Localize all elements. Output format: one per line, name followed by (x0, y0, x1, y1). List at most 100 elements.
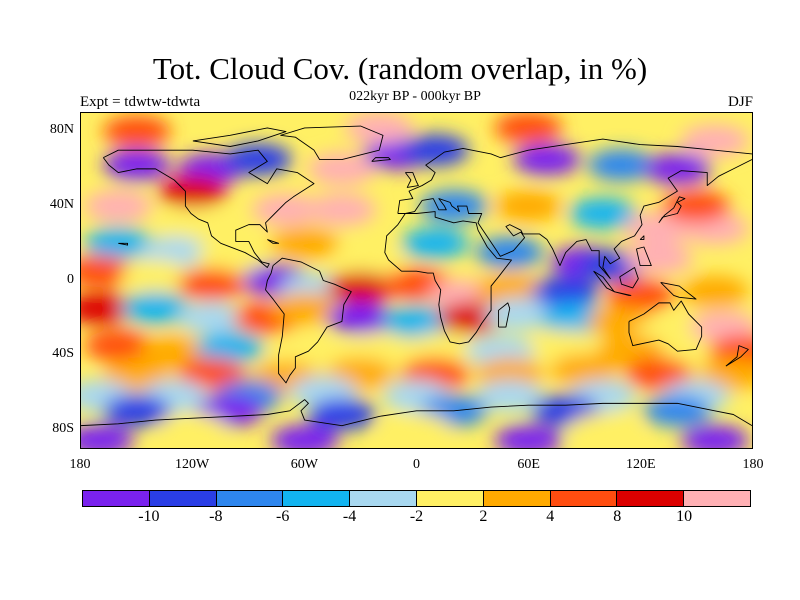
field-region (382, 413, 451, 446)
lon-tick-label: 180 (742, 457, 764, 472)
coastline (102, 149, 315, 268)
field-region (662, 190, 730, 222)
coastline (404, 172, 419, 188)
lat-tick-label: 40S (52, 346, 74, 362)
coastline (636, 246, 652, 267)
field-region (196, 242, 265, 275)
field-region (84, 227, 153, 260)
coastline (81, 399, 752, 427)
field-region (81, 255, 134, 288)
coastline (614, 291, 632, 296)
field-region (624, 357, 693, 390)
world-map (80, 112, 753, 449)
coastline (265, 257, 352, 384)
field-region (513, 143, 581, 176)
field-region (410, 331, 479, 364)
coastlines (81, 125, 752, 427)
field-region (308, 152, 376, 185)
field-region (550, 353, 619, 386)
field-region (103, 149, 171, 182)
field-region (177, 301, 246, 334)
field-region (401, 227, 470, 260)
field-region (158, 413, 227, 446)
field-region (624, 242, 693, 275)
cloud-field (81, 113, 752, 448)
chart-subtitle: 022kyr BP - 000kyr BP (349, 89, 481, 104)
lat-tick-label: 40N (49, 196, 74, 212)
lat-tick-label: 80S (52, 421, 74, 437)
field-region (308, 193, 376, 226)
field-region (624, 212, 693, 245)
coastline (280, 125, 384, 160)
field-region (177, 268, 246, 301)
coastline (593, 270, 615, 293)
field-region (475, 273, 544, 306)
colorbar-label: 4 (546, 508, 555, 525)
colorbar-label: -6 (276, 508, 290, 525)
field-region (84, 190, 153, 222)
lon-tick-label: 0 (413, 457, 420, 472)
field-region (140, 335, 209, 368)
field-region (81, 424, 134, 448)
colorbar-swatch (149, 491, 217, 506)
coastline (267, 239, 280, 244)
field-region (568, 197, 637, 230)
field-region (103, 394, 171, 427)
lat-tick-label: 80N (49, 121, 74, 137)
field-region (252, 193, 320, 226)
colorbar-label: -10 (138, 508, 160, 525)
field-region (690, 311, 752, 343)
field-region (485, 298, 553, 330)
colorbar-swatch (617, 491, 685, 506)
field-region (587, 149, 656, 182)
field-region (121, 292, 190, 325)
field-region (336, 245, 404, 278)
field-region (680, 275, 749, 308)
coastline (498, 302, 511, 328)
field-region (419, 190, 488, 222)
coastline (397, 159, 752, 280)
colorbar-swatch (483, 491, 551, 506)
field-region (475, 357, 544, 390)
coastline (619, 267, 639, 289)
field-region (494, 113, 563, 144)
coastline (660, 281, 697, 300)
field-region (345, 113, 414, 144)
field-region (643, 152, 712, 185)
colorbar-swatch (684, 491, 750, 506)
field-region (475, 379, 544, 412)
colorbar-swatch (416, 491, 484, 506)
field-region (270, 292, 339, 325)
field-region (177, 357, 246, 390)
field-region (643, 394, 712, 427)
chart-title: Tot. Cloud Cov. (random overlap, in %) (152, 51, 648, 86)
coastline (118, 242, 129, 246)
field-region (308, 398, 376, 431)
field-region (326, 272, 395, 304)
lat-tick-label: 0 (67, 271, 74, 287)
lon-tick-label: 120W (175, 457, 210, 472)
field-region (270, 424, 339, 448)
coastline (628, 300, 703, 352)
colorbar-label: -8 (209, 508, 223, 525)
colorbar-label: -4 (342, 508, 357, 525)
field-region (531, 329, 600, 362)
colorbar-label: 2 (479, 508, 488, 525)
colorbar-label: -2 (409, 508, 424, 525)
field-region (568, 413, 637, 446)
experiment-label: Expt = tdwtw-tdwta (80, 94, 201, 110)
field-region (494, 190, 563, 222)
field-region (699, 357, 752, 390)
colorbar-label: 8 (613, 508, 622, 525)
lon-tick-label: 60W (290, 457, 318, 472)
colorbar-swatch (216, 491, 284, 506)
colorbar-label: 10 (676, 508, 693, 525)
field-region (494, 424, 563, 448)
coastline (658, 196, 686, 224)
field-region (84, 329, 153, 362)
field-region (103, 357, 171, 390)
field-region (121, 259, 190, 291)
lon-tick-label: 120E (626, 457, 656, 472)
field-region (103, 115, 171, 148)
field-region (196, 331, 265, 364)
